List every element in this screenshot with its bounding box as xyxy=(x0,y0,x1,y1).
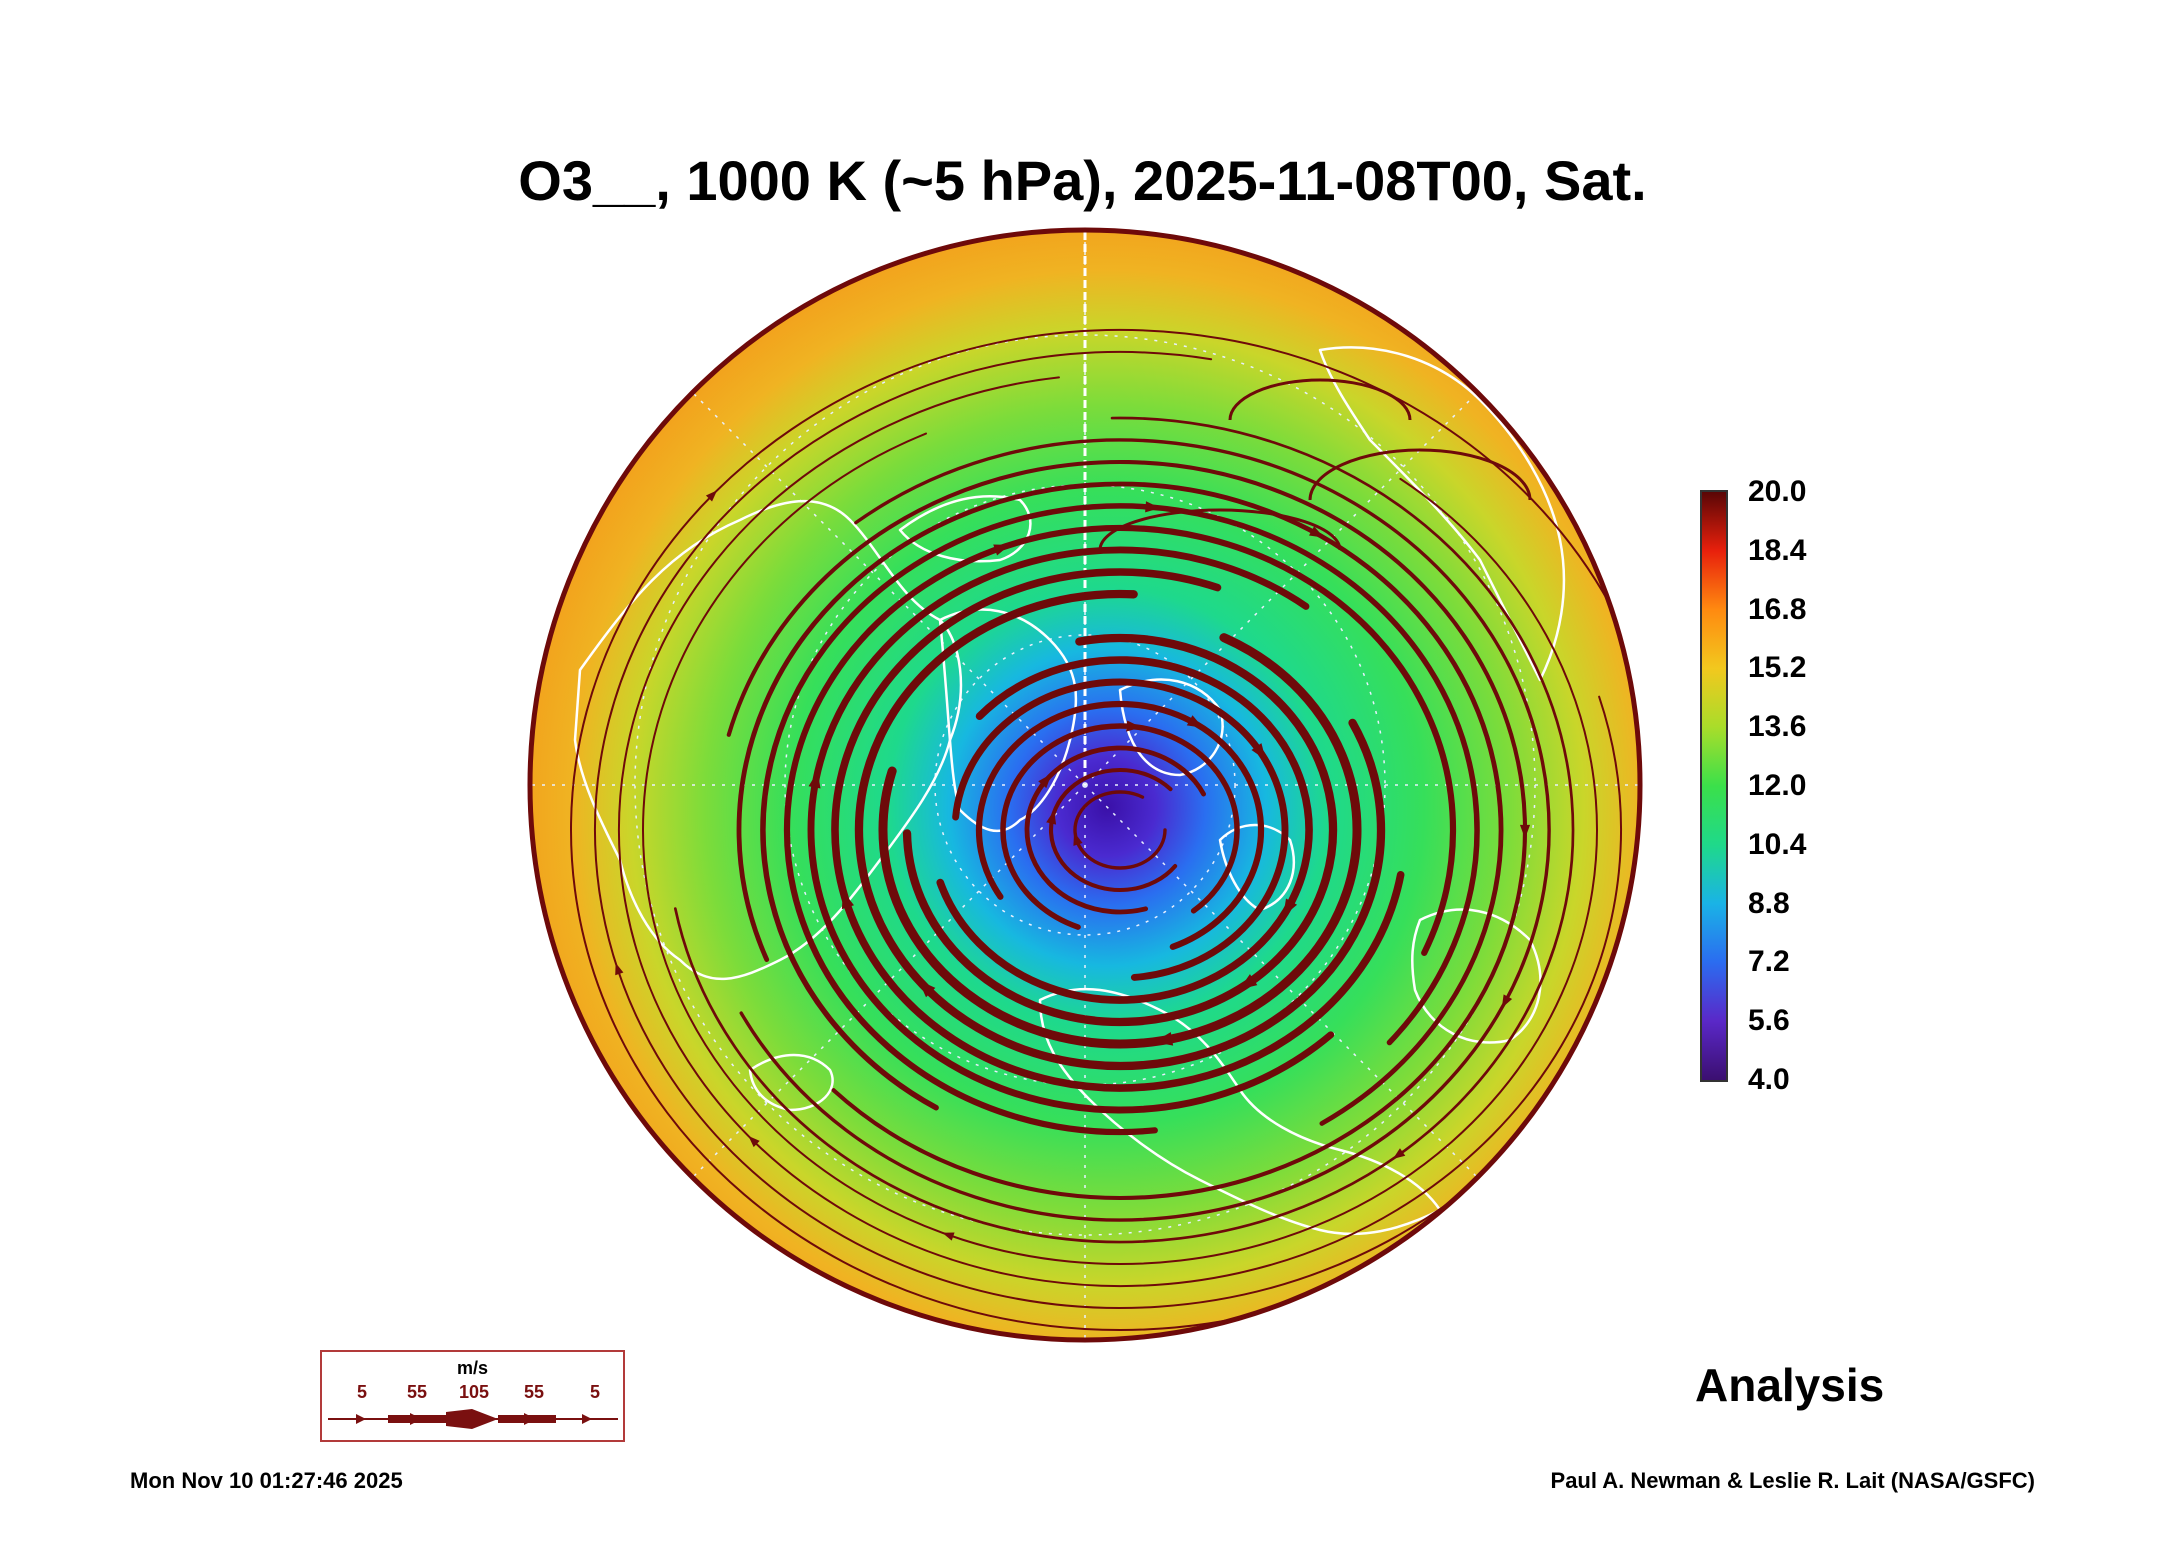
streamline xyxy=(673,416,1575,1244)
streamline-arrow xyxy=(918,980,936,998)
polar-ozone-map xyxy=(520,220,1650,1350)
colorbar xyxy=(1700,490,1728,1082)
streamline xyxy=(878,633,1362,1049)
legend-unit: m/s xyxy=(456,1358,489,1378)
streamline xyxy=(594,351,1615,1309)
streamline-arrow xyxy=(1239,974,1258,990)
streamline xyxy=(570,329,1640,1331)
streamline xyxy=(902,633,1338,1027)
legend-speed-label: 105 xyxy=(458,1382,490,1402)
streamline-arrow xyxy=(808,771,821,789)
legend-arrow xyxy=(328,1409,618,1429)
streamline-arrow xyxy=(841,891,854,910)
legend-speed-label: 55 xyxy=(406,1382,428,1402)
streamline xyxy=(1308,448,1532,501)
legend-speed-label: 5 xyxy=(589,1382,601,1402)
coastline xyxy=(938,608,1078,832)
streamline xyxy=(854,589,1386,1071)
coastline xyxy=(898,495,1032,563)
streamline-arrow xyxy=(942,1232,955,1241)
colorbar-tick-label: 5.6 xyxy=(1748,1004,1790,1038)
legend-speed-label: 5 xyxy=(356,1382,368,1402)
streamline-arrow xyxy=(1153,1032,1174,1046)
coastline xyxy=(1118,678,1224,777)
colorbar-tick-label: 12.0 xyxy=(1748,769,1807,802)
streamline xyxy=(952,678,1289,981)
streamline-arrow xyxy=(705,490,718,502)
colorbar-tick-label: 4.0 xyxy=(1748,1063,1790,1096)
streamline xyxy=(760,503,1480,1111)
streamline xyxy=(975,700,1265,950)
streamline-arrow xyxy=(615,962,624,976)
streamline xyxy=(783,524,1457,1136)
streamline-arrow xyxy=(1501,994,1513,1009)
streamline xyxy=(1228,378,1412,421)
streamline xyxy=(739,438,1551,1222)
streamline-arrow xyxy=(1309,526,1325,538)
wind-speed-legend: m/s 5 55 105 55 5 xyxy=(320,1350,625,1442)
coastline xyxy=(1218,823,1295,912)
streamline xyxy=(726,459,1528,1201)
streamline xyxy=(1000,723,1240,930)
colorbar-tick-label: 8.8 xyxy=(1748,886,1790,920)
streamline xyxy=(736,481,1504,1126)
coastline xyxy=(1411,908,1542,1044)
streamline xyxy=(642,432,1598,1265)
colorbar-tick-label: 13.6 xyxy=(1748,710,1807,744)
legend-speed-label: 55 xyxy=(523,1382,545,1402)
streamline xyxy=(936,656,1313,1004)
streamline-arrow xyxy=(1283,898,1298,917)
map-border xyxy=(527,227,1643,1343)
streamline xyxy=(618,376,1623,1287)
streamline-arrow xyxy=(1046,810,1057,825)
map-title: O3__, 1000 K (~5 hPa), 2025-11-08T00, Sa… xyxy=(518,149,1647,212)
colorbar-tick-label: 15.2 xyxy=(1748,651,1807,685)
streamline-arrow xyxy=(1519,824,1531,839)
timestamp: Mon Nov 10 01:27:46 2025 xyxy=(130,1468,403,1493)
colorbar-tick-label: 7.2 xyxy=(1748,945,1790,979)
colorbar-tick-label: 16.8 xyxy=(1748,592,1807,626)
streamline xyxy=(1048,767,1178,893)
streamline-arrow xyxy=(1186,715,1204,728)
polar-projection-plot xyxy=(527,227,1643,1343)
streamline-arrow xyxy=(993,544,1010,556)
streamline-arrow xyxy=(1392,1148,1406,1160)
credits: Paul A. Newman & Leslie R. Lait (NASA/GS… xyxy=(1550,1468,2035,1493)
analysis-label: Analysis xyxy=(1695,1359,1885,1411)
colorbar-tick-label: 20.0 xyxy=(1748,475,1807,508)
streamline xyxy=(807,546,1335,1114)
coastline xyxy=(1318,346,1566,682)
streamline-arrow xyxy=(1251,743,1266,760)
colorbar-tick-label: 10.4 xyxy=(1748,827,1807,861)
wind-streamlines xyxy=(570,329,1640,1331)
coastline xyxy=(573,499,963,981)
streamline-arrow xyxy=(1126,720,1142,732)
streamline xyxy=(831,568,1405,1092)
streamline-arrow xyxy=(1073,832,1083,846)
coastline xyxy=(748,1053,834,1112)
streamline-arrow xyxy=(748,1135,760,1148)
streamline-arrow xyxy=(1145,501,1161,513)
streamline xyxy=(1073,790,1167,870)
streamline xyxy=(1098,508,1342,551)
colorbar-tick-label: 18.4 xyxy=(1748,533,1807,567)
streamline-arrow xyxy=(1038,773,1052,789)
streamline xyxy=(1024,745,1206,915)
